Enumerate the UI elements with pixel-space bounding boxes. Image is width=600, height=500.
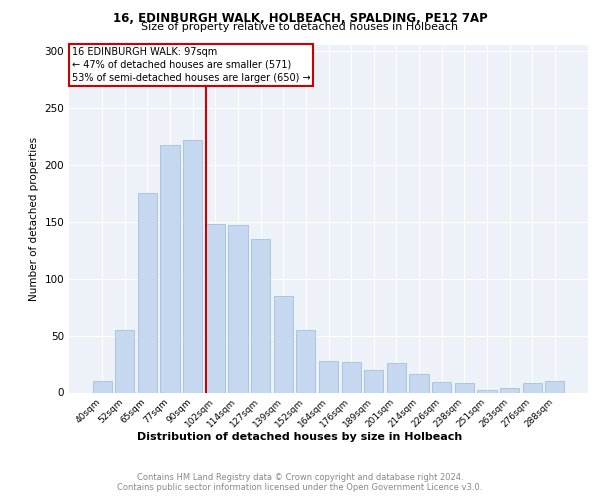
Y-axis label: Number of detached properties: Number of detached properties <box>29 136 39 301</box>
Bar <box>274 296 293 392</box>
Bar <box>92 381 112 392</box>
Bar <box>319 360 338 392</box>
Bar <box>409 374 428 392</box>
Text: 16, EDINBURGH WALK, HOLBEACH, SPALDING, PE12 7AP: 16, EDINBURGH WALK, HOLBEACH, SPALDING, … <box>113 12 487 26</box>
Bar <box>545 381 565 392</box>
Bar <box>160 146 180 392</box>
Bar <box>364 370 383 392</box>
Bar <box>523 384 542 392</box>
Bar <box>183 140 202 392</box>
Bar <box>341 362 361 392</box>
Bar <box>500 388 519 392</box>
Bar <box>138 193 157 392</box>
Bar <box>387 363 406 392</box>
Bar <box>229 225 248 392</box>
Bar <box>115 330 134 392</box>
Text: Size of property relative to detached houses in Holbeach: Size of property relative to detached ho… <box>142 22 458 32</box>
Text: Contains HM Land Registry data © Crown copyright and database right 2024.
Contai: Contains HM Land Registry data © Crown c… <box>118 472 482 492</box>
Bar <box>455 384 474 392</box>
Bar <box>296 330 316 392</box>
Bar <box>477 390 497 392</box>
Bar <box>432 382 451 392</box>
Text: Distribution of detached houses by size in Holbeach: Distribution of detached houses by size … <box>137 432 463 442</box>
Bar <box>251 238 270 392</box>
Bar <box>206 224 225 392</box>
Text: 16 EDINBURGH WALK: 97sqm
← 47% of detached houses are smaller (571)
53% of semi-: 16 EDINBURGH WALK: 97sqm ← 47% of detach… <box>71 46 310 83</box>
